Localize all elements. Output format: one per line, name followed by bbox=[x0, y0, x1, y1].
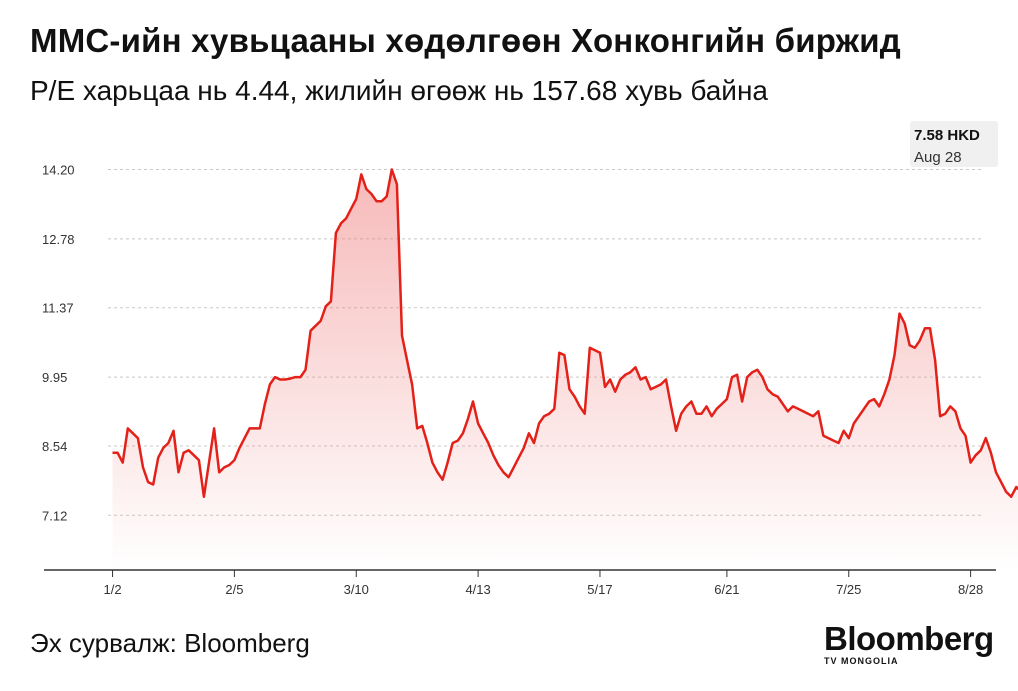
x-tick-label: 1/2 bbox=[104, 582, 122, 597]
x-tick-label: 7/25 bbox=[836, 582, 861, 597]
series-line bbox=[112, 168, 1018, 498]
x-tick-label: 3/10 bbox=[344, 582, 369, 597]
x-tick-label: 4/13 bbox=[465, 582, 490, 597]
series-area bbox=[112, 169, 1018, 570]
axis-layer: 1/2 2/5 3/10 4/13 5/17 6/21 7/25 8/28 bbox=[44, 569, 996, 597]
y-tick-label: 12.78 bbox=[42, 232, 75, 247]
y-tick-label: 8.54 bbox=[42, 439, 67, 454]
area-layer bbox=[112, 168, 1018, 570]
tooltip-date: Aug 28 bbox=[914, 149, 962, 166]
y-tick-label: 14.20 bbox=[42, 163, 75, 178]
x-tick-label: 5/17 bbox=[587, 582, 612, 597]
y-tick-label: 9.95 bbox=[42, 370, 67, 385]
x-tick-label: 2/5 bbox=[225, 582, 243, 597]
y-tick-label: 7.12 bbox=[42, 508, 67, 523]
chart-subtitle: P/E харьцаа нь 4.44, жилийн өгөөж нь 157… bbox=[30, 75, 768, 106]
chart-title: MMC-ийн хувьцааны хөдөлгөөн Хонконгийн б… bbox=[30, 22, 901, 59]
brand-logo: Bloomberg TV MONGOLIA bbox=[824, 622, 994, 666]
x-tick-label: 6/21 bbox=[714, 582, 739, 597]
source-note: Эх сурвалж: Bloomberg bbox=[30, 628, 310, 658]
x-tick-label: 8/28 bbox=[958, 582, 983, 597]
brand-subtitle: TV MONGOLIA bbox=[824, 656, 899, 666]
brand-name: Bloomberg bbox=[824, 620, 994, 657]
y-tick-label: 11.37 bbox=[42, 301, 74, 316]
tooltip-box bbox=[910, 121, 998, 167]
tooltip-layer: 7.58 HKD Aug 28 bbox=[910, 121, 998, 167]
tooltip-value: 7.58 HKD bbox=[914, 127, 980, 144]
